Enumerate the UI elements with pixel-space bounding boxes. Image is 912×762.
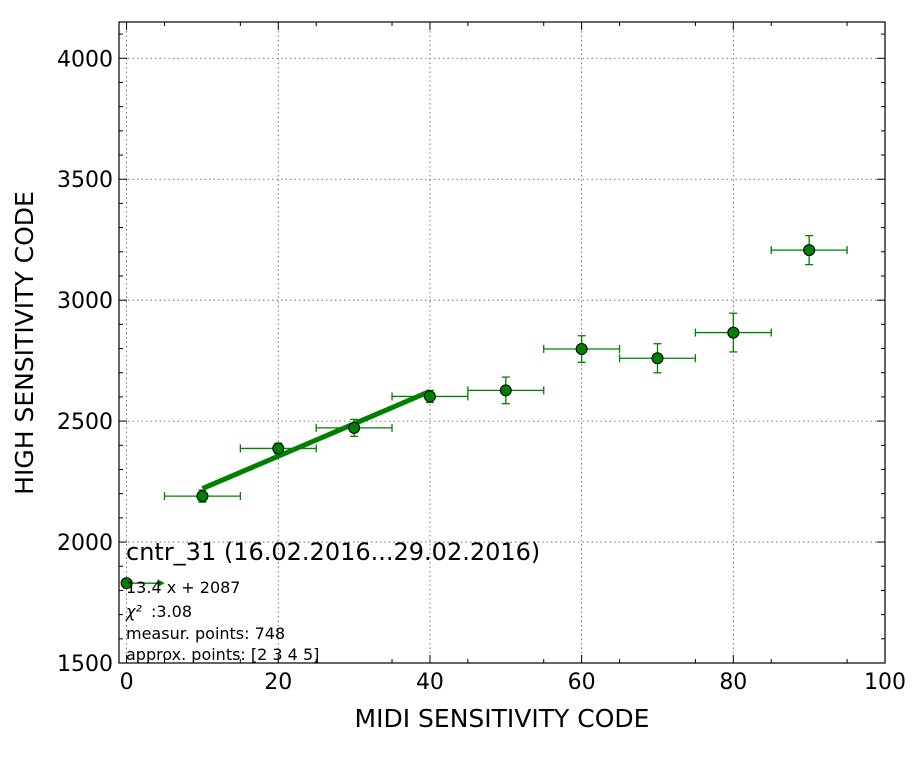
- tick-marks: [119, 22, 886, 664]
- legend-arrow-icon: [157, 579, 165, 588]
- y-axis-label: HIGH SENSITIVITY CODE: [10, 191, 39, 495]
- tick-labels: 0 20 40 60 80 100 1500 2000 2500 3000 3500 4000: [57, 47, 906, 695]
- annotation-approx-points: approx. points: [2 3 4 5]: [126, 645, 319, 664]
- x-tick-label: 60: [568, 670, 596, 695]
- annotation-equation: 13.4 x + 2087: [126, 578, 240, 597]
- x-axis-label: MIDI SENSITIVITY CODE: [355, 704, 650, 733]
- data-point: [272, 442, 285, 455]
- plot-frame: [118, 21, 886, 664]
- data-point: [499, 384, 512, 397]
- x-tick-label: 80: [719, 670, 747, 695]
- y-tick-label: 3500: [57, 168, 113, 193]
- x-tick-label: 40: [416, 670, 444, 695]
- data-point: [423, 390, 436, 403]
- x-tick-label: 100: [864, 670, 906, 695]
- data-point: [575, 343, 588, 356]
- data-points: [120, 244, 816, 590]
- annotation-title: cntr_31 (16.02.2016...29.02.2016): [126, 538, 540, 566]
- fit-line-group: [201, 389, 431, 491]
- annotation-block: cntr_31 (16.02.2016...29.02.2016) 13.4 x…: [125, 538, 540, 664]
- annotation-chi2-value: :3.08: [151, 602, 192, 621]
- x-tick-label: 20: [264, 670, 292, 695]
- data-point: [196, 490, 209, 503]
- y-tick-label: 2500: [57, 410, 113, 435]
- x-tick-label: 0: [120, 670, 134, 695]
- y-tick-label: 4000: [57, 47, 113, 72]
- annotation-chi2-symbol: χ²: [125, 602, 142, 621]
- fit-line: [201, 389, 431, 491]
- annotation-measur-points: measur. points: 748: [126, 624, 285, 643]
- data-point: [803, 244, 816, 257]
- annotation-chi2: χ² :3.08: [125, 602, 192, 621]
- legend-point: [120, 577, 133, 590]
- data-point: [651, 352, 664, 365]
- data-point: [727, 326, 740, 339]
- data-point: [348, 421, 361, 434]
- y-tick-label: 1500: [57, 652, 113, 677]
- y-tick-label: 3000: [57, 289, 113, 314]
- y-tick-label: 2000: [57, 531, 113, 556]
